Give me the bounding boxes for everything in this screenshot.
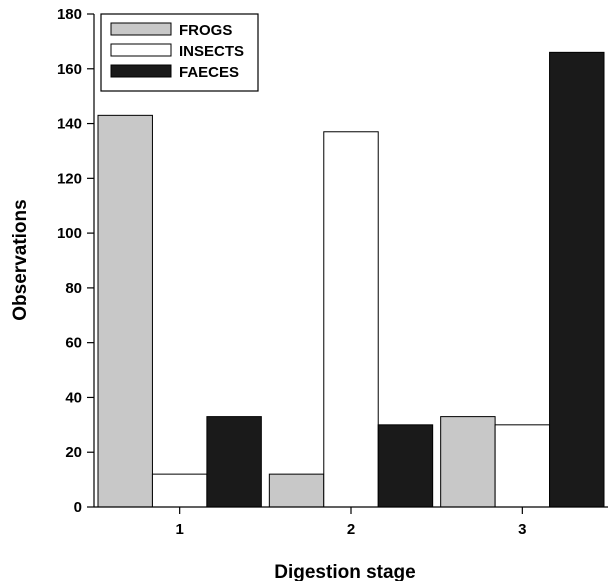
bar-faeces-stage-1 (206, 416, 262, 508)
x-axis-title: Digestion stage (274, 562, 415, 581)
legend-label-faeces: FAECES (179, 64, 239, 81)
y-tick-label: 20 (65, 444, 82, 461)
y-tick-label: 120 (57, 170, 82, 187)
bars-group (97, 51, 605, 508)
bar-insects-stage-2 (323, 131, 379, 508)
y-tick-label: 100 (57, 225, 82, 242)
y-tick-label: 60 (65, 335, 82, 352)
x-tick-label: 2 (347, 521, 355, 538)
legend-label-insects: INSECTS (179, 43, 244, 60)
x-tick-label: 1 (175, 521, 183, 538)
bar-insects-stage-1 (151, 473, 208, 508)
legend-swatch-insects (110, 43, 172, 57)
y-axis-title: Observations (10, 199, 31, 320)
y-tick-label: 0 (74, 499, 82, 516)
bar-faeces-stage-3 (549, 51, 605, 508)
bar-frogs-stage-2 (268, 473, 325, 508)
bar-faeces-stage-2 (377, 424, 434, 508)
bar-frogs-stage-1 (97, 114, 153, 508)
legend: FROGS INSECTS FAECES (100, 13, 259, 92)
legend-swatch-frogs (110, 22, 172, 36)
y-tick-label: 160 (57, 61, 82, 78)
y-tick-label: 180 (57, 6, 82, 23)
bar-frogs-stage-3 (440, 416, 496, 508)
legend-label-frogs: FROGS (179, 22, 232, 39)
bar-insects-stage-3 (494, 424, 551, 508)
y-tick-label: 40 (65, 389, 82, 406)
legend-swatch-faeces (110, 64, 172, 78)
y-tick-label: 80 (65, 280, 82, 297)
x-tick-label: 3 (518, 521, 526, 538)
axes-group: 0 20 40 60 80 100 120 140 160 180 1 2 3 (57, 6, 608, 538)
y-tick-label: 140 (57, 116, 82, 133)
